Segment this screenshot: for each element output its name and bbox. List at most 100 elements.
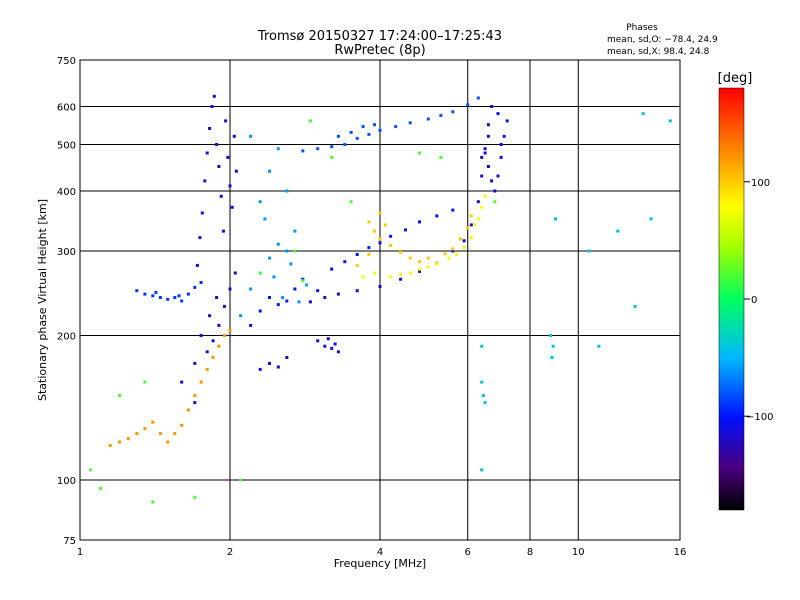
data-point bbox=[301, 149, 305, 153]
data-point bbox=[211, 356, 215, 359]
data-point bbox=[186, 408, 190, 412]
data-point bbox=[404, 228, 407, 232]
colorbar bbox=[718, 87, 745, 511]
data-point bbox=[343, 260, 347, 264]
y-tick-label: 300 bbox=[57, 247, 76, 258]
data-point bbox=[426, 256, 430, 260]
grid bbox=[80, 60, 680, 540]
data-point bbox=[180, 380, 184, 384]
stats-header: Phases bbox=[626, 23, 658, 33]
data-point bbox=[151, 500, 155, 504]
data-point bbox=[208, 127, 212, 130]
data-point bbox=[143, 292, 147, 296]
data-point bbox=[89, 468, 93, 472]
data-point bbox=[223, 334, 226, 337]
data-point bbox=[361, 275, 365, 279]
data-point bbox=[408, 256, 412, 260]
colorbar-tick-label: 100 bbox=[751, 178, 770, 189]
data-point bbox=[276, 147, 280, 151]
data-point bbox=[285, 189, 289, 193]
data-point bbox=[224, 119, 228, 123]
data-point bbox=[641, 112, 645, 116]
y-tick-label: 600 bbox=[57, 103, 76, 114]
chart-title: Tromsø 20150327 17:24:00–17:25:43 bbox=[257, 29, 502, 44]
stats-line-x: mean, sd,X: 98.4, 24.8 bbox=[607, 47, 710, 57]
data-point bbox=[301, 279, 305, 283]
data-point bbox=[418, 267, 421, 271]
data-point bbox=[349, 200, 353, 204]
data-point bbox=[193, 401, 197, 405]
data-point bbox=[473, 223, 477, 227]
data-point bbox=[426, 117, 430, 121]
data-point bbox=[367, 246, 371, 250]
data-point bbox=[200, 211, 204, 215]
data-point bbox=[316, 289, 320, 293]
data-point bbox=[389, 234, 393, 238]
data-point bbox=[476, 96, 480, 100]
data-point bbox=[249, 323, 253, 327]
data-point bbox=[217, 344, 221, 348]
data-point bbox=[480, 205, 484, 209]
x-tick-label: 10 bbox=[572, 547, 585, 558]
data-point bbox=[378, 211, 382, 215]
data-point bbox=[462, 246, 466, 250]
y-tick-label: 200 bbox=[57, 332, 76, 343]
data-point bbox=[399, 273, 403, 276]
colorbar-label: [deg] bbox=[718, 71, 753, 86]
data-point bbox=[486, 134, 490, 138]
chart-subtitle: RwPretec (8p) bbox=[334, 43, 425, 58]
data-point bbox=[469, 236, 473, 240]
data-point bbox=[597, 344, 601, 348]
data-point bbox=[505, 119, 509, 123]
data-point bbox=[426, 265, 430, 269]
data-point bbox=[195, 263, 199, 267]
data-point bbox=[483, 151, 487, 155]
data-point bbox=[367, 253, 371, 256]
data-point bbox=[499, 155, 503, 159]
data-point bbox=[480, 174, 484, 178]
data-point bbox=[143, 427, 147, 431]
ticks: 1 2 4 6 8 10 16 75 100 200 300 400 500 600 750 bbox=[57, 56, 686, 558]
colorbar-tick-label: 0 bbox=[751, 295, 757, 306]
data-point bbox=[435, 214, 439, 218]
y-tick-label: 750 bbox=[57, 56, 76, 67]
data-point bbox=[389, 244, 393, 247]
stats-line-o: mean, sd,O: −78.4, 24.9 bbox=[607, 35, 718, 45]
data-point bbox=[126, 437, 130, 441]
data-point bbox=[480, 155, 484, 159]
data-point bbox=[211, 339, 215, 343]
data-point bbox=[496, 112, 500, 116]
x-tick-label: 8 bbox=[527, 547, 533, 558]
data-point bbox=[193, 285, 197, 289]
data-point bbox=[205, 367, 209, 371]
data-point bbox=[249, 287, 253, 291]
data-point bbox=[378, 237, 382, 241]
data-point bbox=[258, 271, 262, 275]
data-point bbox=[219, 194, 223, 198]
data-point bbox=[316, 339, 320, 343]
data-point bbox=[301, 277, 305, 281]
data-point bbox=[99, 487, 103, 490]
data-point bbox=[323, 296, 327, 299]
data-point bbox=[217, 323, 221, 327]
data-point bbox=[293, 229, 297, 233]
data-point bbox=[234, 169, 238, 173]
data-point bbox=[285, 249, 289, 253]
data-point bbox=[228, 287, 232, 291]
data-point bbox=[268, 169, 271, 173]
data-point bbox=[349, 130, 353, 134]
data-point bbox=[336, 350, 340, 354]
data-point bbox=[186, 292, 190, 296]
data-point bbox=[199, 281, 203, 284]
data-point bbox=[418, 220, 421, 224]
data-point bbox=[308, 300, 312, 304]
data-point bbox=[166, 440, 170, 444]
data-point bbox=[177, 294, 181, 298]
y-tick-label: 75 bbox=[63, 536, 76, 547]
data-point bbox=[373, 229, 376, 233]
data-point bbox=[326, 337, 330, 341]
data-point bbox=[293, 249, 297, 253]
data-point bbox=[173, 296, 177, 299]
data-point bbox=[226, 155, 230, 159]
data-point bbox=[399, 277, 403, 281]
